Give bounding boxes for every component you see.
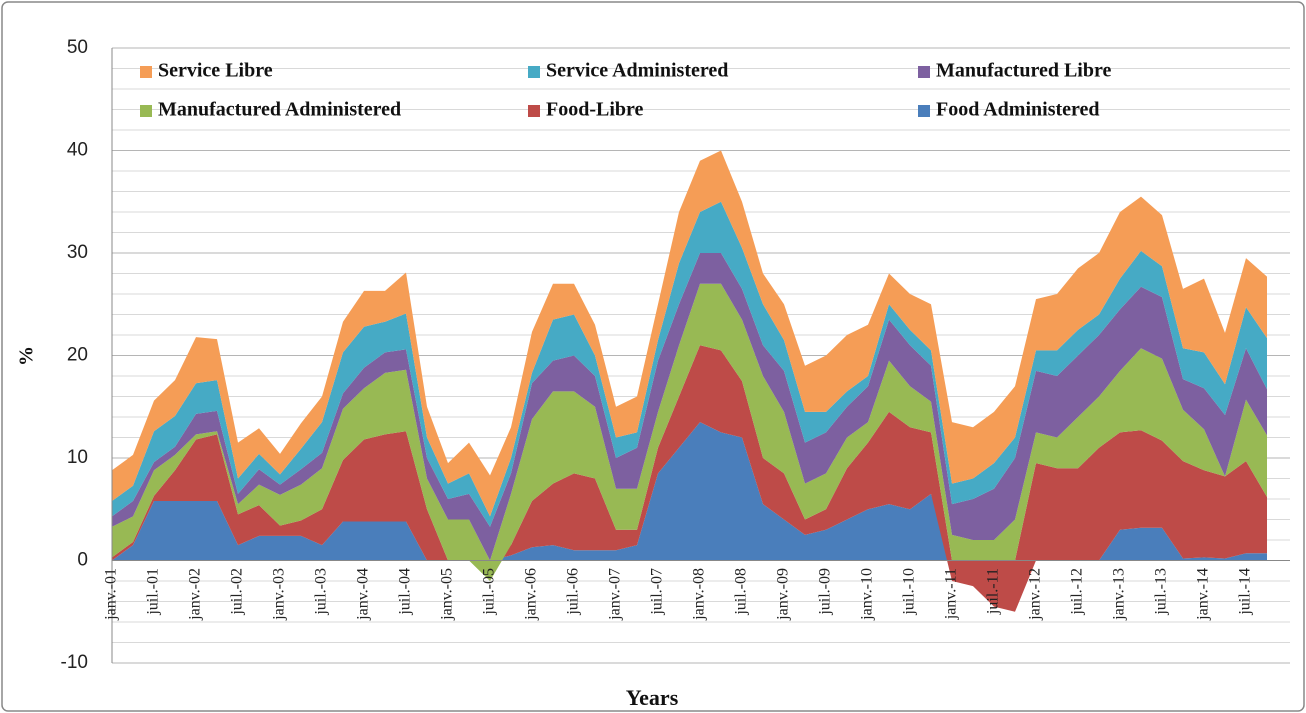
- x-tick-label: janv.-03: [271, 568, 288, 621]
- legend-label: Manufactured Libre: [936, 60, 1111, 82]
- area: [112, 422, 1267, 561]
- x-tick-label: janv.-10: [859, 568, 876, 621]
- plot-area: -10 0 10 20 30 40 50 janv.-01 juil.-01 janv.-02 ju…: [61, 37, 1290, 673]
- x-tick-label: janv.-05: [439, 568, 456, 621]
- y-tick-label: 30: [67, 242, 88, 263]
- legend-swatch: [140, 66, 152, 78]
- x-tick-label: janv.-06: [523, 568, 540, 621]
- y-tick-label: -10: [61, 652, 88, 673]
- x-tick-label: janv.-11: [943, 568, 960, 620]
- x-tick-label: juil.-12: [1069, 568, 1086, 616]
- x-tick-label: juil.-09: [817, 568, 834, 616]
- x-tick-label: janv.-01: [103, 568, 120, 621]
- y-axis-label: %: [16, 346, 38, 366]
- y-tick-label: 10: [67, 447, 88, 468]
- x-tick-label: juil.-13: [1153, 568, 1170, 616]
- x-tick-label: juil.-14: [1237, 568, 1254, 616]
- x-tick-label: janv.-13: [1111, 568, 1128, 621]
- x-tick-label: janv.-12: [1027, 568, 1044, 621]
- legend-label: Service Administered: [546, 60, 728, 82]
- x-tick-label: janv.-08: [691, 568, 708, 621]
- x-tick-label: janv.-04: [355, 568, 372, 621]
- x-axis-label: Years: [626, 685, 679, 710]
- legend-label: Service Libre: [158, 60, 273, 82]
- x-tick-label: juil.-05: [481, 568, 498, 616]
- x-tick-label: juil.-07: [649, 568, 666, 616]
- x-tick-label: janv.-02: [187, 568, 204, 621]
- legend-label: Food Administered: [936, 99, 1100, 121]
- x-tick-label: janv.-09: [775, 568, 792, 621]
- x-tick-label: juil.-06: [565, 568, 582, 616]
- area: [112, 150, 1267, 517]
- x-tick-label: janv.-14: [1195, 568, 1212, 621]
- y-tick-label: 20: [67, 345, 88, 366]
- y-tick-label: 40: [67, 140, 88, 161]
- x-tick-label: juil.-11: [985, 568, 1002, 615]
- x-tick-label: juil.-10: [901, 568, 918, 616]
- legend-swatch: [528, 105, 540, 117]
- x-tick-label: juil.-02: [229, 568, 246, 616]
- legend-label: Food-Libre: [546, 99, 644, 121]
- legend-label: Manufactured Administered: [158, 99, 401, 121]
- legend-swatch: [918, 66, 930, 78]
- legend-swatch: [140, 105, 152, 117]
- area: [112, 201, 1267, 527]
- area: [112, 345, 1267, 612]
- y-tick-label: 0: [77, 550, 88, 571]
- legend-swatch: [918, 105, 930, 117]
- legend-swatch: [528, 66, 540, 78]
- x-tick-label: juil.-01: [145, 568, 162, 616]
- y-tick-label: 50: [67, 37, 88, 58]
- x-tick-label: janv.-07: [607, 568, 624, 621]
- area: [112, 253, 1267, 561]
- x-tick-label: juil.-08: [733, 568, 750, 616]
- x-tick-label: juil.-04: [397, 568, 414, 616]
- x-tick-label: juil.-03: [313, 568, 330, 616]
